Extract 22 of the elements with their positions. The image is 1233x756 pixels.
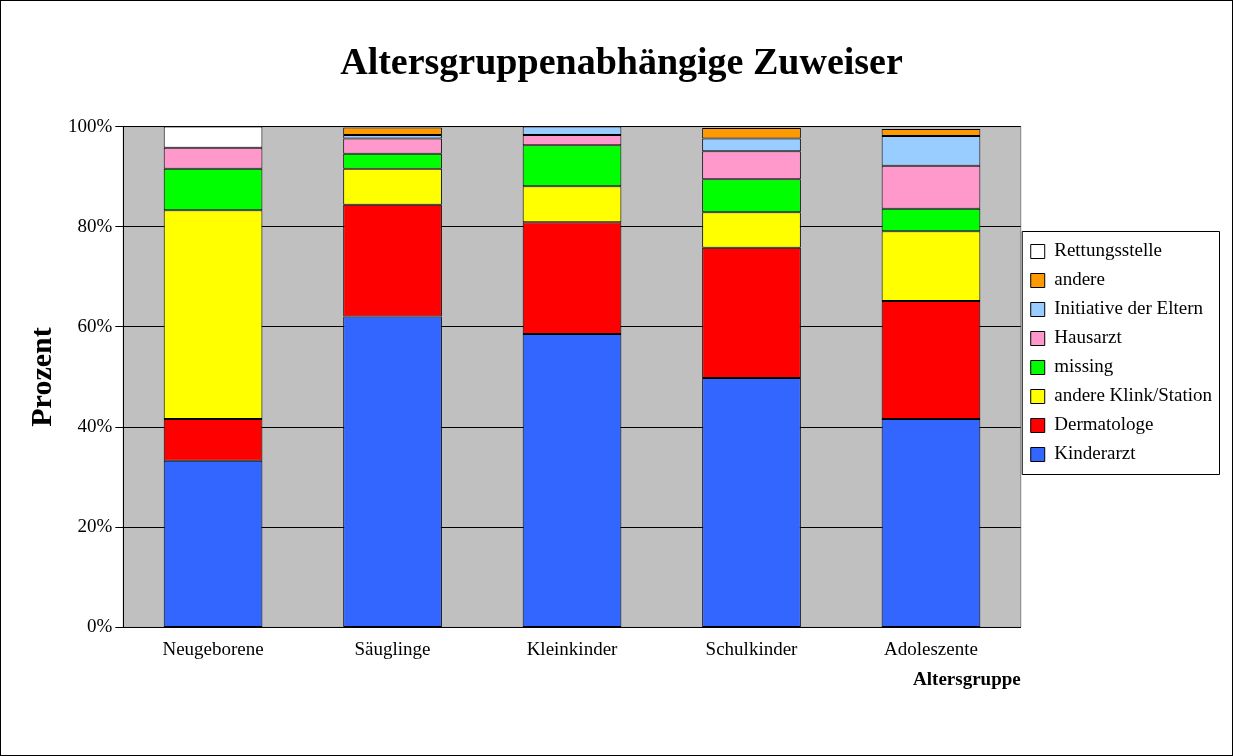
x-tick-label: Schulkinder [705,637,799,659]
y-tick-label: 80% [77,214,113,236]
legend-label: Dermatologe [1054,413,1154,435]
legend-label: Kinderarzt [1054,442,1137,464]
y-axis-title: Prozent [23,327,57,427]
y-tick-label: 0% [87,615,113,637]
x-tick-label: Säuglinge [354,637,431,659]
legend-label: Hausarzt [1054,326,1123,348]
legend-label: Initiative der Eltern [1054,297,1204,319]
legend-label: andere Klink/Station [1054,384,1213,406]
chart-title: Altersgruppenabhängige Zuweiser [340,39,903,82]
legend-label: andere [1054,268,1105,290]
y-tick-label: 100% [68,114,113,136]
x-tick-label: Kleinkinder [526,637,619,659]
x-tick-label: Adoleszente [884,637,978,659]
x-axis-title: Altersgruppe [913,667,1021,689]
x-tick-label: Neugeborene [162,637,264,659]
y-tick-label: 40% [77,415,113,437]
y-tick-label: 60% [77,314,113,336]
legend-label: missing [1054,355,1114,377]
legend-label: Rettungsstelle [1054,239,1162,261]
y-tick-label: 20% [77,515,113,537]
